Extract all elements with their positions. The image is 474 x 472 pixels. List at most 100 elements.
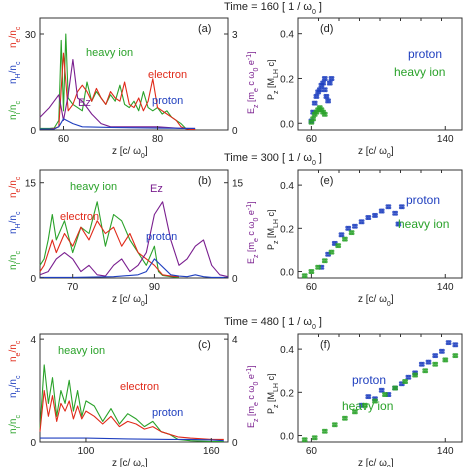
label-part: /n bbox=[8, 30, 19, 38]
scatter-point bbox=[402, 204, 405, 207]
y-tick-label: 0.2 bbox=[280, 388, 294, 399]
y2-tick-label: 0 bbox=[232, 438, 238, 449]
label-part: [m bbox=[246, 92, 256, 105]
label-part: z bbox=[273, 240, 280, 244]
label-part: 0 bbox=[312, 9, 316, 16]
scatter-point bbox=[382, 390, 385, 393]
scatter-point bbox=[318, 264, 322, 268]
label-part: n bbox=[8, 264, 19, 270]
label-part: 0 bbox=[312, 324, 316, 331]
scatter-point bbox=[422, 364, 425, 367]
label-part: c bbox=[15, 375, 22, 379]
scatter-point bbox=[320, 105, 323, 108]
label-part: z bbox=[273, 404, 280, 408]
scatter-point bbox=[331, 252, 335, 255]
scatter-point bbox=[375, 396, 378, 399]
scatter-point bbox=[442, 348, 445, 352]
label-part: n bbox=[8, 356, 19, 362]
series-label-proton: proton bbox=[146, 231, 177, 243]
scatter-point bbox=[398, 223, 402, 227]
label-part: /n bbox=[8, 215, 19, 223]
panel-tag: (e) bbox=[320, 175, 333, 187]
scatter-point bbox=[405, 379, 409, 382]
scatter-point bbox=[345, 239, 348, 242]
scatter-point bbox=[315, 100, 318, 104]
label-part: P bbox=[266, 408, 276, 414]
label-part: c ω bbox=[246, 72, 256, 89]
scatter-point bbox=[351, 232, 355, 236]
y-tick-label: 4 bbox=[30, 335, 36, 346]
scatter-point bbox=[408, 374, 412, 378]
y-axis-label-ni: ni/nc bbox=[8, 101, 22, 120]
label-part: ] bbox=[145, 146, 148, 157]
label-part: /n bbox=[8, 180, 19, 188]
scatter-point bbox=[325, 428, 328, 432]
scatter-point bbox=[330, 82, 333, 86]
y2-tick-label: 0 bbox=[232, 274, 238, 285]
y-tick-label: 0 bbox=[30, 126, 36, 137]
scatter-point bbox=[321, 267, 325, 270]
scatter-point bbox=[355, 226, 358, 229]
series-line-ez bbox=[39, 59, 196, 129]
y-tick-label: 0.4 bbox=[280, 181, 294, 192]
scatter-point bbox=[348, 225, 352, 229]
label-part: ] bbox=[246, 365, 256, 368]
scatter-point bbox=[315, 437, 318, 441]
scatter-point bbox=[422, 361, 425, 365]
scatter-point bbox=[375, 400, 378, 404]
panel-tag: (d) bbox=[320, 23, 333, 35]
scatter-point bbox=[318, 91, 322, 95]
label-part: c] bbox=[266, 210, 276, 220]
scatter-point bbox=[448, 340, 452, 343]
label-part: ] bbox=[391, 458, 394, 467]
scatter-point bbox=[325, 87, 328, 90]
scatter-point bbox=[388, 206, 392, 210]
scatter-point bbox=[435, 361, 439, 365]
y2-tick-label: 4 bbox=[232, 335, 238, 346]
scatter-point bbox=[445, 359, 449, 363]
x-tick-label: 160 bbox=[203, 446, 220, 457]
label-part: 0 bbox=[141, 301, 145, 308]
panel-tag: (b) bbox=[198, 175, 211, 187]
panel-tag: (a) bbox=[198, 23, 211, 35]
scatter-point bbox=[321, 85, 325, 88]
panel-tag: (c) bbox=[198, 339, 211, 351]
label-part: /n bbox=[8, 255, 19, 263]
scatter-point bbox=[323, 80, 327, 84]
y-axis-label-ni: ni/nc bbox=[8, 415, 22, 434]
x-tick-label: 60 bbox=[306, 134, 318, 145]
x-tick-label: 60 bbox=[306, 282, 318, 293]
scatter-point bbox=[445, 357, 449, 361]
label-part: [M bbox=[266, 78, 276, 91]
label-part: c bbox=[15, 26, 22, 30]
label-part: ] bbox=[391, 146, 394, 157]
label-part: H bbox=[15, 73, 22, 78]
y2-axis-label-ez: Ez [me c ω0 e-1] bbox=[246, 365, 260, 428]
x-axis-label: z [c/ ω0] bbox=[358, 294, 394, 308]
scatter-point bbox=[330, 80, 333, 84]
scatter-point bbox=[305, 273, 308, 276]
label-part: /n bbox=[8, 105, 19, 113]
y2-axis-label-group: Ez [me c ω0 e-1] bbox=[246, 201, 260, 264]
label-part: [M bbox=[266, 392, 276, 405]
label-part: Time = 160 [ 1 / ω bbox=[224, 1, 312, 13]
scatter-point bbox=[382, 387, 385, 391]
y-tick-label: 0 bbox=[30, 274, 36, 285]
scatter-point bbox=[325, 260, 328, 264]
scatter-point bbox=[348, 228, 352, 231]
scatter-point bbox=[311, 271, 315, 275]
scatter-point bbox=[345, 418, 348, 421]
scatter-point bbox=[328, 100, 332, 104]
scatter-point bbox=[335, 240, 338, 244]
y-tick-label: 0.4 bbox=[280, 30, 294, 41]
label-part: H bbox=[15, 387, 22, 392]
y2-tick-label: 15 bbox=[232, 179, 244, 190]
label-part: ] bbox=[246, 201, 256, 204]
label-part: ] bbox=[316, 1, 322, 13]
y-tick-label: 0.0 bbox=[280, 119, 294, 130]
x-tick-label: 90 bbox=[149, 282, 161, 293]
label-part: [m bbox=[246, 242, 256, 255]
y-tick-label: 0.0 bbox=[280, 268, 294, 279]
label-part: P bbox=[266, 94, 276, 100]
